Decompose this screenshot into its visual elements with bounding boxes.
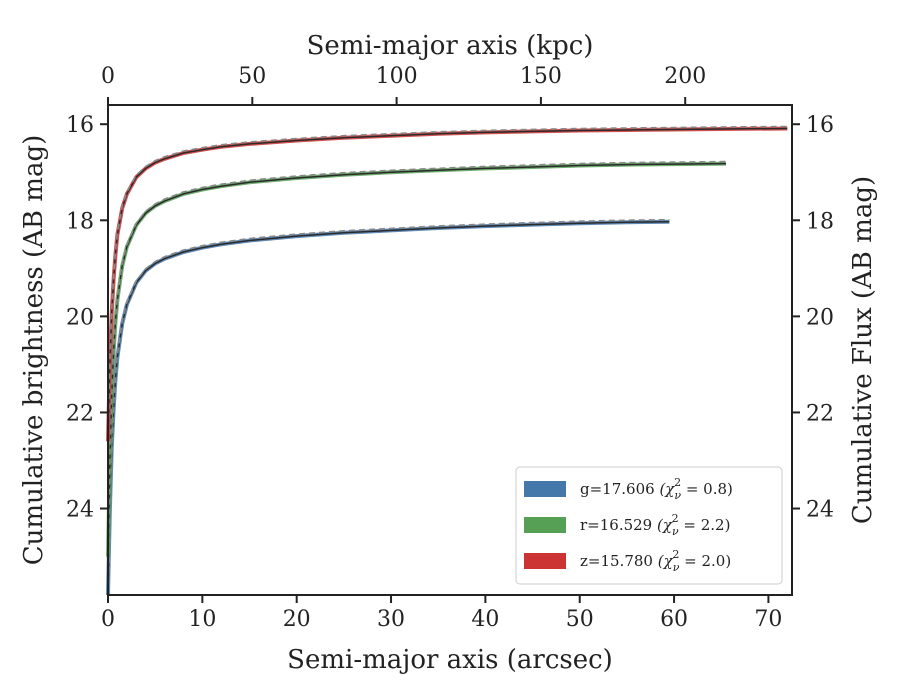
x-top-tick-label: 100 <box>376 64 418 89</box>
y-tick-label: 24 <box>66 498 94 523</box>
x-tick-label: 30 <box>377 607 405 632</box>
x-top-tick-label: 0 <box>101 64 115 89</box>
y-right-tick-label: 18 <box>806 209 834 234</box>
curve-z-dashed <box>107 125 788 440</box>
legend-label-g: g=17.606 (χν2 = 0.8) <box>580 476 733 502</box>
x-tick-label: 20 <box>283 607 311 632</box>
x-tick-label: 40 <box>471 607 499 632</box>
legend-label-z: z=15.780 (χν2 = 2.0) <box>580 548 731 574</box>
x-tick-label: 70 <box>754 607 782 632</box>
x-axis-title: Semi-major axis (arcsec) <box>287 645 613 675</box>
x-axis-top-title: Semi-major axis (kpc) <box>307 31 594 61</box>
y-right-tick-label: 16 <box>806 113 834 138</box>
curve-r-dashed <box>107 160 727 555</box>
y-axis-right-title: Cumulative Flux (AB mag) <box>848 176 878 524</box>
x-tick-label: 0 <box>101 607 115 632</box>
x-tick-label: 10 <box>188 607 216 632</box>
plot-frame <box>107 104 793 596</box>
legend-label-r: r=16.529 (χν2 = 2.2) <box>580 512 730 538</box>
legend-swatch-r <box>524 517 566 533</box>
curve-g-dashed <box>107 218 670 594</box>
x-top-tick-label: 50 <box>238 64 266 89</box>
x-tick-label: 50 <box>566 607 594 632</box>
curves-layer <box>106 125 788 596</box>
ticks-layer: 0 10 20 30 40 50 60 70 0 50 100 150 200 16 16 18 18 20 20 2… <box>66 64 834 632</box>
x-top-tick-label: 150 <box>520 64 562 89</box>
legend-swatch-z <box>524 553 566 569</box>
y-right-tick-label: 20 <box>806 305 834 330</box>
y-tick-label: 16 <box>66 113 94 138</box>
y-tick-label: 22 <box>66 401 94 426</box>
y-tick-label: 20 <box>66 305 94 330</box>
y-right-tick-label: 22 <box>806 401 834 426</box>
legend-swatch-g <box>524 481 566 497</box>
legend-box <box>515 466 783 585</box>
y-right-tick-label: 24 <box>806 498 834 523</box>
legend: g=17.606 (χν2 = 0.8) r=16.529 (χν2 = 2.2)… <box>515 466 783 585</box>
y-tick-label: 18 <box>66 209 94 234</box>
x-top-tick-label: 200 <box>664 64 706 89</box>
y-axis-title: Cumulative brightness (AB mag) <box>19 135 49 566</box>
x-tick-label: 60 <box>660 607 688 632</box>
